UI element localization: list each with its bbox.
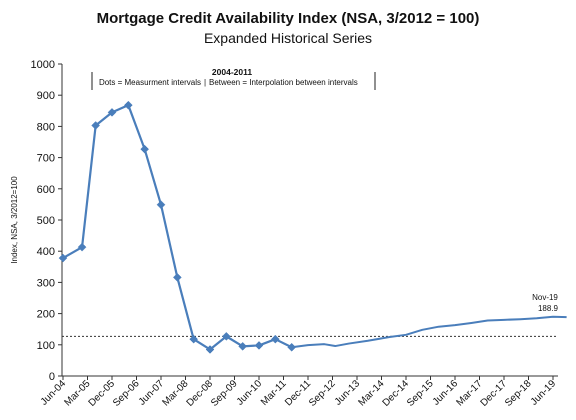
- annotation-box: 2004-2011 Dots = Measurment intervals | …: [91, 67, 376, 90]
- x-tick-label: Sep-06: [111, 378, 142, 409]
- series-marker: [91, 121, 101, 130]
- series-marker: [156, 200, 166, 210]
- y-tick-label: 1000: [31, 59, 55, 71]
- x-tick-label: Jun-19: [529, 378, 559, 408]
- y-tick-label: 400: [37, 246, 55, 258]
- x-tick-label: Sep-15: [405, 378, 436, 409]
- series-marker: [205, 345, 215, 354]
- chart-subtitle: Expanded Historical Series: [204, 30, 372, 46]
- annotation-period: 2004-2011: [212, 67, 252, 77]
- series-marker: [123, 100, 133, 110]
- series-marker: [58, 253, 68, 263]
- series-marker: [238, 342, 248, 351]
- series-marker: [221, 332, 231, 341]
- x-tick-label: Sep-09: [209, 378, 240, 409]
- series-marker: [189, 334, 199, 344]
- chart-title: Mortgage Credit Availability Index (NSA,…: [97, 10, 480, 27]
- x-tick-label: Sep-18: [503, 378, 534, 409]
- annotation-note-right: Between = Interpolation between interval…: [209, 78, 358, 87]
- y-tick-label: 200: [37, 309, 55, 321]
- y-tick-label: 300: [37, 277, 55, 289]
- series-marker: [140, 144, 150, 154]
- y-axis: 0 100 200 300 400 500 600 700 800 900 1000: [31, 59, 558, 383]
- series-marker: [270, 334, 280, 344]
- x-tick-label: Jun-10: [235, 378, 265, 408]
- y-tick-label: 700: [37, 153, 55, 165]
- y-tick-label: 900: [37, 90, 55, 102]
- y-tick-label: 500: [37, 215, 55, 227]
- x-tick-label: Mar-11: [259, 378, 289, 408]
- series-marker: [172, 273, 182, 282]
- annotation-separator: |: [204, 78, 206, 87]
- end-label-date: Nov-19: [532, 293, 558, 302]
- y-tick-label: 0: [49, 371, 55, 383]
- y-tick-label: 800: [37, 121, 55, 133]
- series-marker: [107, 108, 117, 117]
- annotation-note-left: Dots = Measurment intervals: [99, 78, 201, 87]
- y-axis-label: Index, NSA, 3/2012=100: [10, 176, 19, 264]
- series-line-recent: [291, 315, 567, 349]
- y-tick-label: 100: [37, 340, 55, 352]
- series-group: [58, 100, 567, 354]
- x-tick-label: Dec-08: [185, 378, 216, 409]
- series-marker: [287, 342, 297, 352]
- end-label-value: 188.9: [538, 304, 559, 313]
- x-axis: Jun-04Mar-05Dec-05Sep-06Jun-07Mar-08Dec-…: [39, 376, 559, 409]
- x-tick-label: Dec-05: [87, 378, 118, 409]
- series-marker: [254, 341, 264, 350]
- x-tick-label: Dec-14: [381, 378, 412, 409]
- x-tick-label: Dec-17: [479, 378, 510, 409]
- y-tick-label: 600: [37, 184, 55, 196]
- x-tick-label: Sep-12: [307, 378, 338, 409]
- series-marker: [77, 242, 87, 252]
- series-line-historical: [62, 104, 293, 351]
